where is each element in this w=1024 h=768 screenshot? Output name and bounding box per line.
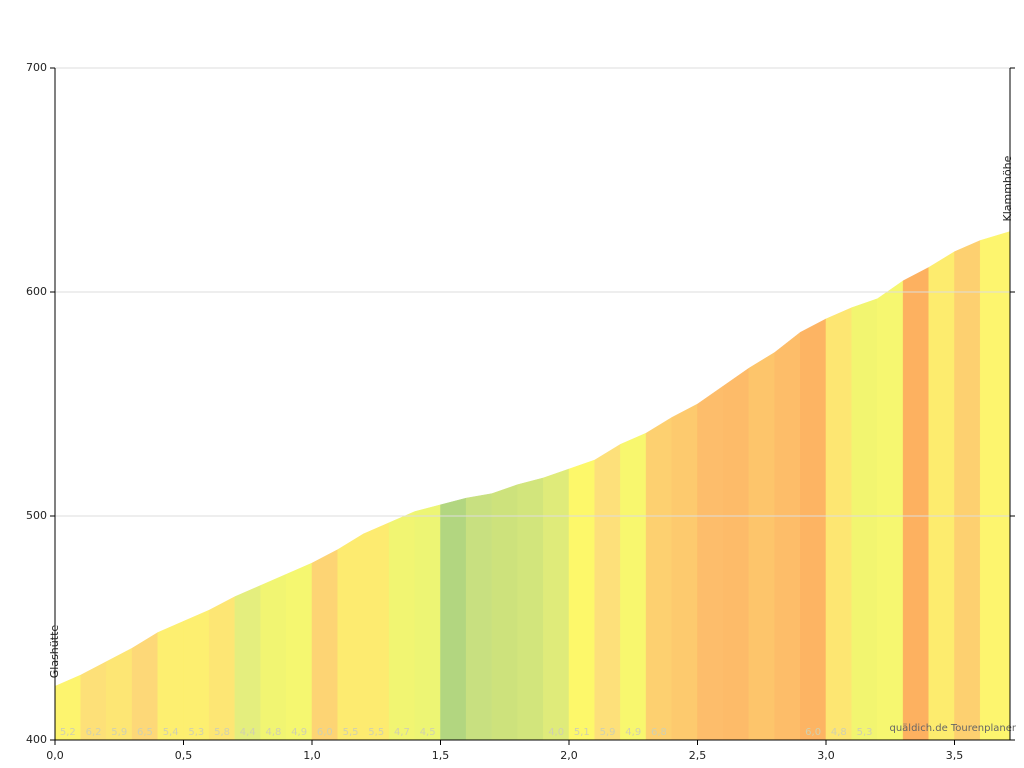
grade-segment (825, 307, 852, 741)
grade-segment (363, 522, 390, 741)
grade-segment (440, 497, 467, 741)
grade-label: 5,5 (368, 727, 384, 738)
grade-segment (722, 367, 750, 741)
x-tick-label: 1,5 (432, 749, 450, 762)
grade-segment (388, 511, 416, 741)
x-tick-label: 2,5 (689, 749, 707, 762)
grade-label: 5,2 (60, 727, 76, 738)
grade-segment (645, 416, 673, 741)
grade-segment (748, 352, 775, 741)
y-tick-label: 500 (26, 509, 47, 522)
grade-segment (234, 585, 261, 741)
grade-segment (620, 432, 647, 741)
grade-segment (157, 620, 184, 741)
grade-segment (183, 609, 210, 741)
grade-label: 4,4 (240, 727, 256, 738)
labels: 5,2 6,2 5,9 6,5 5,4 5,3 5,8 4,4 4,8 4,9 6,0 5,5 5,5 4… (60, 727, 873, 738)
x-tick-label: 0,5 (175, 749, 193, 762)
axes: 400 500 600 700 0,0 0,5 1,0 1,5 2,0 2,5 3,0 3,5 Glas… (26, 61, 1015, 762)
start-label: Glashütte (48, 625, 61, 679)
grade-segment (517, 477, 544, 741)
grade-label: 4,9 (625, 727, 641, 738)
grade-segment (311, 549, 338, 741)
grade-segment (877, 280, 904, 741)
grade-label: 4,9 (291, 727, 307, 738)
grade-label: 4,5 (420, 727, 436, 738)
grade-segment (902, 266, 930, 741)
x-tick-label: 3,5 (946, 749, 964, 762)
x-tick-label: 2,0 (560, 749, 578, 762)
grade-label: 6,5 (137, 727, 153, 738)
grade-label: 4,7 (394, 727, 410, 738)
grade-segment (491, 484, 518, 741)
end-label: Klammhöhe (1001, 155, 1014, 221)
grade-label: 4,0 (548, 727, 564, 738)
grade-label: 5,4 (163, 727, 179, 738)
grade-segment (286, 562, 313, 741)
plot (54, 231, 1011, 741)
grade-segment (594, 443, 621, 741)
x-tick-label: 1,0 (303, 749, 321, 762)
grade-label: 6,0 (317, 727, 333, 738)
watermark: quäldich.de Tourenplaner (889, 723, 1016, 734)
grade-label: 5,5 (343, 727, 359, 738)
grade-label: 5,9 (600, 727, 616, 738)
x-tick-label: 3,0 (817, 749, 835, 762)
grade-segment (800, 318, 827, 741)
grade-segment (414, 504, 441, 741)
grade-segment (568, 459, 595, 741)
grade-label: 5,3 (857, 727, 873, 738)
x-tick-label: 0,0 (46, 749, 64, 762)
grade-segment (131, 632, 159, 741)
grade-segment (851, 298, 878, 741)
grade-segment (928, 251, 955, 741)
grade-segment (954, 240, 981, 741)
grade-label: 6,0 (805, 727, 821, 738)
y-tick-label: 600 (26, 285, 47, 298)
grade-label: 6,8 (651, 727, 667, 738)
grade-label: 4,8 (831, 727, 847, 738)
grade-label: 5,9 (111, 727, 127, 738)
grade-label: 5,1 (574, 727, 590, 738)
grade-segment (465, 493, 493, 741)
grade-segment (774, 331, 801, 741)
grade-label: 5,8 (214, 727, 230, 738)
y-tick-label: 400 (26, 733, 47, 746)
grade-segment (260, 573, 287, 741)
grade-label: 4,8 (265, 727, 281, 738)
grade-segment (979, 231, 1011, 741)
grade-label: 6,2 (86, 727, 102, 738)
grade-segment (337, 533, 364, 741)
grade-segment (671, 403, 698, 741)
y-tick-label: 700 (26, 61, 47, 74)
grade-segment (543, 468, 570, 741)
grade-label: 5,3 (188, 727, 204, 738)
grade-segment (208, 596, 236, 741)
grade-segment (697, 385, 724, 741)
